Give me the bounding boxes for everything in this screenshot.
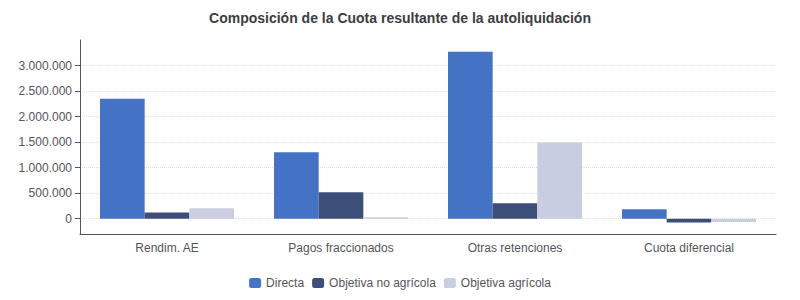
svg-text:1.000.000: 1.000.000 [19, 161, 73, 175]
svg-text:3.000.000: 3.000.000 [19, 59, 73, 73]
svg-text:2.000.000: 2.000.000 [19, 110, 73, 124]
svg-text:1.500.000: 1.500.000 [19, 135, 73, 149]
svg-text:Objetiva no agrícola: Objetiva no agrícola [329, 276, 436, 290]
svg-text:Cuota diferencial: Cuota diferencial [644, 241, 734, 255]
svg-text:0: 0 [65, 212, 72, 226]
svg-text:Pagos fraccionados: Pagos fraccionados [288, 241, 393, 255]
svg-text:2.500.000: 2.500.000 [19, 84, 73, 98]
svg-text:Rendim. AE: Rendim. AE [135, 241, 198, 255]
svg-text:500.000: 500.000 [29, 186, 73, 200]
svg-text:Objetiva agrícola: Objetiva agrícola [461, 276, 551, 290]
svg-text:Composición de la Cuota result: Composición de la Cuota resultante de la… [209, 10, 591, 26]
svg-text:Otras retenciones: Otras retenciones [468, 241, 563, 255]
svg-text:Directa: Directa [266, 276, 304, 290]
